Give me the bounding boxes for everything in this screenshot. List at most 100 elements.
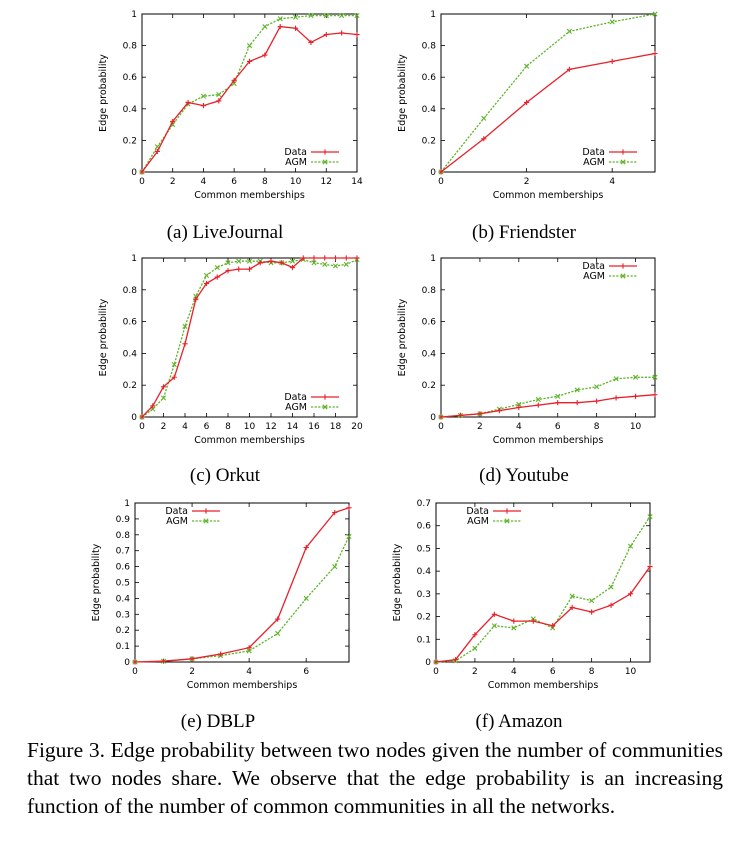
data-point-data	[511, 618, 517, 624]
legend-marker-data	[620, 149, 626, 155]
data-point-agm	[323, 12, 329, 19]
series-line-data	[134, 507, 350, 663]
y-tick-label: 0	[425, 658, 431, 668]
legend-label-data: Data	[582, 147, 605, 158]
y-tick-label: 0.4	[123, 349, 138, 359]
data-point-data	[277, 24, 283, 30]
data-point-agm	[171, 361, 177, 368]
legend-marker-agm	[322, 159, 328, 165]
y-axis-label: Edge probability	[98, 298, 109, 376]
legend-marker-agm	[620, 273, 626, 279]
chart-panel-2: 0 2 4 6 8 10 12 14 16 18 20 0 0.2 0.4 0.6 0.8 1 Common me…	[98, 254, 363, 486]
data-point-agm	[303, 595, 309, 601]
data-point-agm	[609, 19, 615, 25]
data-point-agm	[332, 263, 339, 269]
legend-label-data: Data	[284, 392, 307, 403]
x-tick-label: 18	[330, 422, 342, 432]
data-point-agm	[200, 93, 207, 99]
x-tick-label: 2	[170, 177, 176, 187]
data-point-agm	[647, 514, 653, 520]
x-tick-label: 6	[555, 422, 561, 432]
x-tick-label: 0	[139, 177, 145, 187]
y-tick-label: 0.1	[116, 642, 130, 652]
subfigure-caption: (c) Orkut	[190, 465, 261, 486]
y-tick-label: 0.4	[422, 105, 437, 115]
data-point-data	[160, 384, 167, 390]
data-point-agm	[608, 584, 614, 590]
data-point-agm	[246, 43, 253, 49]
data-point-data	[472, 632, 478, 638]
data-point-data	[354, 31, 360, 38]
series-line-data	[440, 394, 656, 418]
x-tick-label: 2	[477, 422, 483, 432]
data-point-agm	[236, 258, 242, 264]
data-point-agm	[339, 12, 345, 19]
x-tick-label: 8	[225, 422, 231, 432]
x-tick-label: 10	[290, 177, 302, 187]
y-tick-label: 0.3	[116, 610, 130, 620]
data-point-data	[652, 392, 658, 398]
data-point-data	[170, 118, 176, 125]
data-point-agm	[632, 374, 639, 380]
y-tick-label: 0.6	[422, 73, 437, 83]
legend-label-agm: AGM	[285, 157, 307, 168]
legend-marker-agm	[203, 518, 209, 524]
data-point-data	[292, 25, 299, 31]
data-point-agm	[652, 374, 658, 380]
series-line-data	[141, 257, 357, 418]
data-point-data	[530, 618, 536, 624]
x-tick-label: 20	[351, 422, 363, 432]
data-point-data	[218, 651, 224, 657]
data-point-data	[652, 50, 658, 57]
data-point-data	[452, 657, 459, 663]
legend-marker-agm	[504, 518, 510, 524]
legend-label-agm: AGM	[583, 271, 605, 282]
y-tick-label: 0.6	[123, 73, 138, 83]
data-point-agm	[472, 645, 478, 651]
data-point-agm	[203, 272, 210, 279]
legend-label-data: Data	[466, 506, 489, 517]
y-tick-label: 0.5	[116, 579, 130, 589]
chart-panel-5: 0 2 4 6 8 10 0 0.1 0.2 0.3 0.4 0.5 0.6 0.7 Common memb…	[392, 499, 653, 732]
legend-label-data: Data	[582, 261, 605, 272]
x-tick-label: 4	[511, 667, 517, 677]
data-point-data	[438, 169, 444, 175]
data-point-data	[200, 103, 207, 109]
data-point-agm	[182, 323, 188, 329]
x-tick-label: 8	[594, 422, 600, 432]
legend-marker-agm	[620, 159, 626, 165]
data-point-agm	[343, 261, 349, 267]
data-point-data	[322, 255, 328, 261]
series-line-agm	[141, 14, 357, 173]
y-tick-label: 0	[430, 413, 436, 423]
data-point-agm	[594, 384, 600, 390]
x-tick-label: 0	[438, 422, 444, 432]
y-tick-label: 0.4	[422, 349, 437, 359]
legend-label-data: Data	[165, 506, 188, 517]
y-tick-label: 0.6	[417, 522, 432, 532]
legend-label-agm: AGM	[583, 157, 605, 168]
data-point-agm	[589, 598, 595, 604]
data-point-agm	[511, 625, 517, 631]
x-axis-label: Common memberships	[194, 190, 305, 201]
x-axis-label: Common memberships	[493, 435, 604, 446]
legend-marker-data	[322, 149, 328, 155]
data-point-data	[481, 136, 487, 142]
x-tick-label: 14	[287, 422, 299, 432]
y-tick-label: 0.7	[116, 547, 130, 557]
data-point-data	[632, 393, 639, 399]
data-point-data	[216, 98, 222, 104]
x-tick-label: 6	[204, 422, 210, 432]
data-point-data	[185, 99, 191, 106]
x-tick-label: 0	[438, 177, 444, 187]
x-axis-label: Common memberships	[488, 680, 599, 691]
y-tick-label: 0.2	[422, 381, 436, 391]
data-point-data	[262, 52, 268, 58]
data-point-data	[627, 591, 634, 597]
data-point-agm	[225, 260, 231, 266]
series-line-agm	[134, 536, 350, 663]
data-point-data	[524, 99, 530, 106]
data-point-data	[354, 255, 360, 261]
y-tick-label: 0.9	[116, 515, 131, 525]
data-point-agm	[277, 16, 283, 22]
